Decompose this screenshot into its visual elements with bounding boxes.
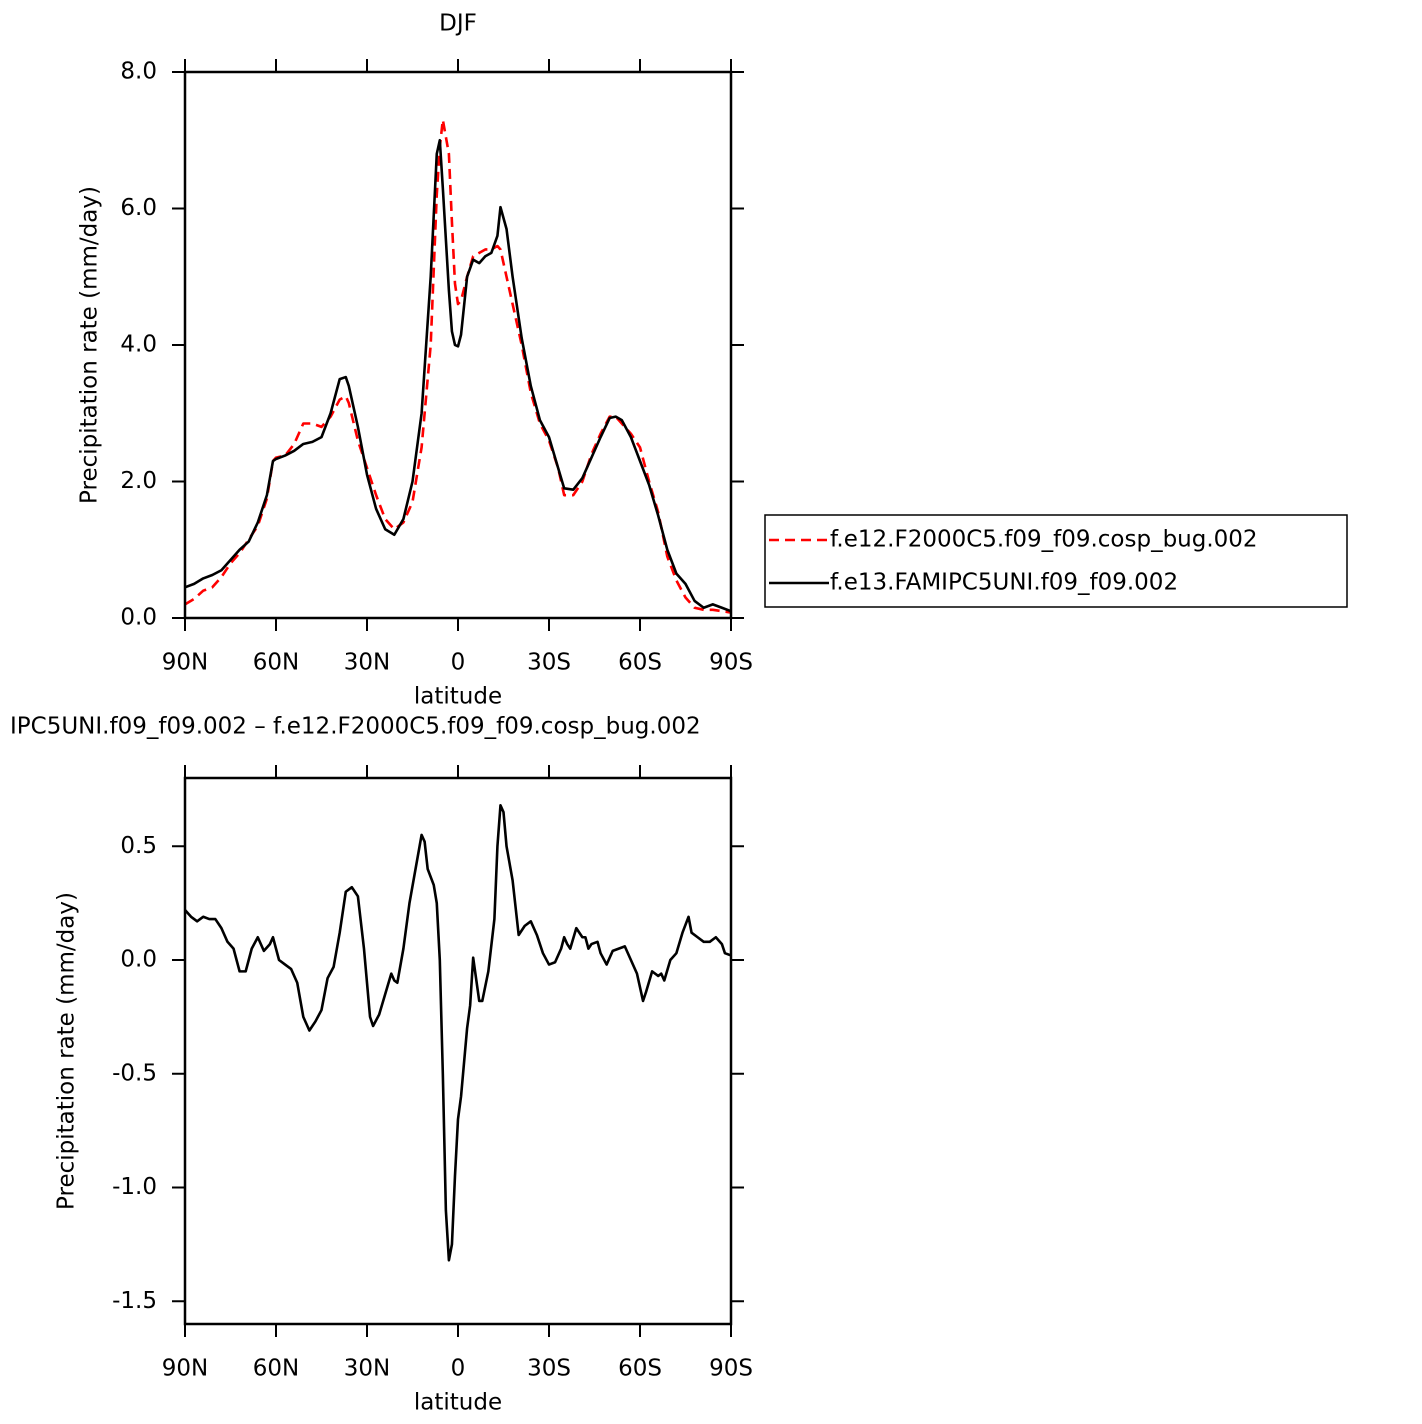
x-axis-label: latitude [414,1390,502,1416]
y-tick-label: -1.5 [112,1288,157,1314]
x-tick-label: 60S [618,650,662,676]
chart-title: DJF [439,11,477,37]
y-tick-label: 0.5 [120,833,157,859]
legend-box [764,514,1348,608]
x-tick-label: 30N [344,650,390,676]
x-tick-label: 60N [253,1356,299,1382]
y-tick-label: -0.5 [112,1060,157,1086]
x-tick-label: 90S [709,1356,753,1382]
y-tick-label: 2.0 [120,468,157,494]
x-tick-label: 90S [709,650,753,676]
chart-title: IPC5UNI.f09_f09.002 – f.e12.F2000C5.f09_… [10,714,701,740]
data-line [184,138,732,613]
y-tick-label: 6.0 [120,195,157,221]
x-tick-label: 60S [618,1356,662,1382]
x-tick-label: 30S [527,650,571,676]
data-line [184,804,732,1262]
y-tick-label: 8.0 [120,59,157,85]
plot-frame [183,70,733,620]
y-axis-label: Precipitation rate (mm/day) [54,892,80,1210]
x-tick-label: 0 [451,1356,466,1382]
x-tick-label: 30N [344,1356,390,1382]
x-axis-label: latitude [414,684,502,710]
y-tick-label: 0.0 [120,947,157,973]
x-tick-label: 30S [527,1356,571,1382]
plot-frame [183,776,733,1326]
legend-label: f.e13.FAMIPC5UNI.f09_f09.002 [830,570,1178,596]
y-tick-label: 4.0 [120,332,157,358]
x-tick-label: 90N [162,1356,208,1382]
x-tick-label: 0 [451,650,466,676]
legend-label: f.e12.F2000C5.f09_f09.cosp_bug.002 [830,527,1258,553]
x-tick-label: 90N [162,650,208,676]
y-tick-label: -1.0 [112,1174,157,1200]
y-tick-label: 0.0 [120,605,157,631]
x-tick-label: 60N [253,650,299,676]
y-axis-label: Precipitation rate (mm/day) [77,186,103,504]
data-line [184,118,732,614]
